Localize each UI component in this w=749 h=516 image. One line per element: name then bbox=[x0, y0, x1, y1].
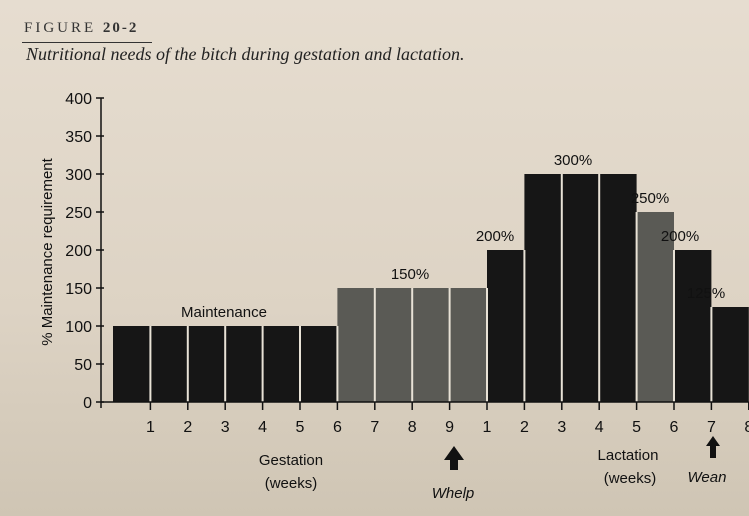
bar-lactation-week-2 bbox=[487, 250, 525, 402]
lactation-label: Lactation bbox=[598, 447, 659, 464]
axes-group: 0 50 100 150 200 250 300 350 400 % Maintenance re… bbox=[39, 91, 749, 436]
x-tick-label: 3 bbox=[221, 419, 230, 436]
x-tick-label: 4 bbox=[258, 419, 267, 436]
bar-lactation-week-8 bbox=[711, 307, 749, 402]
whelp-arrow-icon bbox=[444, 446, 464, 470]
x-tick-label: 5 bbox=[632, 419, 641, 436]
bar-gestation-week-2 bbox=[150, 326, 188, 402]
figure-caption: Nutritional needs of the bitch during ge… bbox=[26, 44, 465, 64]
x-tick-label: 7 bbox=[707, 419, 716, 436]
annotation-6: 125% bbox=[687, 285, 725, 302]
gestation-label: Gestation bbox=[259, 452, 323, 469]
bar-gestation-week-1 bbox=[449, 288, 487, 402]
annotations-group: Maintenance 150% 200% 300% 250% 200% 125% Gesta… bbox=[181, 152, 726, 502]
y-tick-label: 400 bbox=[65, 91, 92, 108]
bar-lactation-week-4 bbox=[561, 174, 600, 402]
bar-gestation-week-1 bbox=[113, 326, 151, 402]
y-tick-label: 250 bbox=[65, 205, 92, 222]
y-tick-label: 350 bbox=[65, 129, 92, 146]
y-tick-label: 0 bbox=[83, 395, 92, 412]
whelp-label: Whelp bbox=[432, 485, 475, 502]
y-tick-label: 200 bbox=[65, 243, 92, 260]
bars-group bbox=[113, 174, 749, 402]
x-tick-label: 2 bbox=[183, 419, 192, 436]
bar-gestation-week-6 bbox=[300, 326, 338, 402]
annotation-1: 150% bbox=[391, 266, 429, 283]
figure-prefix: FIGURE bbox=[24, 20, 97, 36]
bar-gestation-week-4 bbox=[225, 326, 263, 402]
bar-gestation-week-3 bbox=[187, 326, 226, 402]
y-tick-label: 100 bbox=[65, 319, 92, 336]
x-tick-label: 4 bbox=[595, 419, 604, 436]
y-tick-label: 50 bbox=[74, 357, 92, 374]
y-axis-label: % Maintenance requirement bbox=[39, 157, 56, 345]
x-tick-label: 9 bbox=[445, 419, 454, 436]
x-tick-label: 7 bbox=[370, 419, 379, 436]
annotation-5: 200% bbox=[661, 228, 699, 245]
x-tick-label: 6 bbox=[670, 419, 679, 436]
bar-lactation-week-6 bbox=[636, 212, 674, 402]
figure-label: FIGURE 20-2 bbox=[24, 20, 138, 37]
y-tick-label: 150 bbox=[65, 281, 92, 298]
x-tick-label: 8 bbox=[408, 419, 417, 436]
wean-label: Wean bbox=[688, 469, 727, 486]
y-tick-label: 300 bbox=[65, 167, 92, 184]
bar-lactation-week-7 bbox=[674, 250, 712, 402]
bar-gestation-week-5 bbox=[262, 326, 300, 402]
bar-lactation-week-5 bbox=[599, 174, 637, 402]
wean-arrow-icon bbox=[706, 436, 720, 458]
bar-gestation-week-8 bbox=[374, 288, 413, 402]
bar-lactation-week-3 bbox=[524, 174, 562, 402]
annotation-3: 300% bbox=[554, 152, 592, 169]
x-tick-label: 6 bbox=[333, 419, 342, 436]
x-tick-label: 2 bbox=[520, 419, 529, 436]
x-tick-label: 5 bbox=[296, 419, 305, 436]
gestation-unit: (weeks) bbox=[265, 475, 318, 492]
lactation-unit: (weeks) bbox=[604, 470, 657, 487]
bar-gestation-week-9 bbox=[412, 288, 450, 402]
x-tick-label: 3 bbox=[557, 419, 566, 436]
annotation-2: 200% bbox=[476, 228, 514, 245]
x-tick-label: 1 bbox=[483, 419, 492, 436]
x-tick-label: 1 bbox=[146, 419, 155, 436]
figure-rule bbox=[22, 42, 152, 43]
x-tick-label: 8 bbox=[744, 419, 749, 436]
figure-number: 20-2 bbox=[102, 20, 139, 36]
annotation-0: Maintenance bbox=[181, 304, 267, 321]
annotation-4: 250% bbox=[631, 190, 669, 207]
bar-gestation-week-7 bbox=[337, 288, 375, 402]
